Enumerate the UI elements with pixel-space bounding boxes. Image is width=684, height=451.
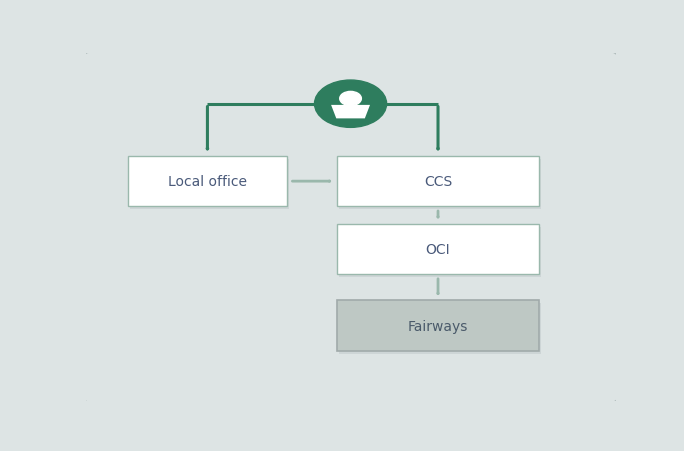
FancyBboxPatch shape <box>337 224 539 275</box>
Text: OCI: OCI <box>425 243 450 257</box>
FancyBboxPatch shape <box>337 156 539 207</box>
Text: Local office: Local office <box>168 175 247 189</box>
FancyBboxPatch shape <box>339 159 541 210</box>
Text: CCS: CCS <box>424 175 452 189</box>
FancyBboxPatch shape <box>339 227 541 277</box>
FancyBboxPatch shape <box>128 156 287 207</box>
Circle shape <box>315 81 386 128</box>
FancyBboxPatch shape <box>337 301 539 351</box>
Polygon shape <box>331 106 370 119</box>
Text: Fairways: Fairways <box>408 319 469 333</box>
Circle shape <box>340 92 361 106</box>
FancyBboxPatch shape <box>130 159 289 210</box>
FancyBboxPatch shape <box>339 304 541 354</box>
